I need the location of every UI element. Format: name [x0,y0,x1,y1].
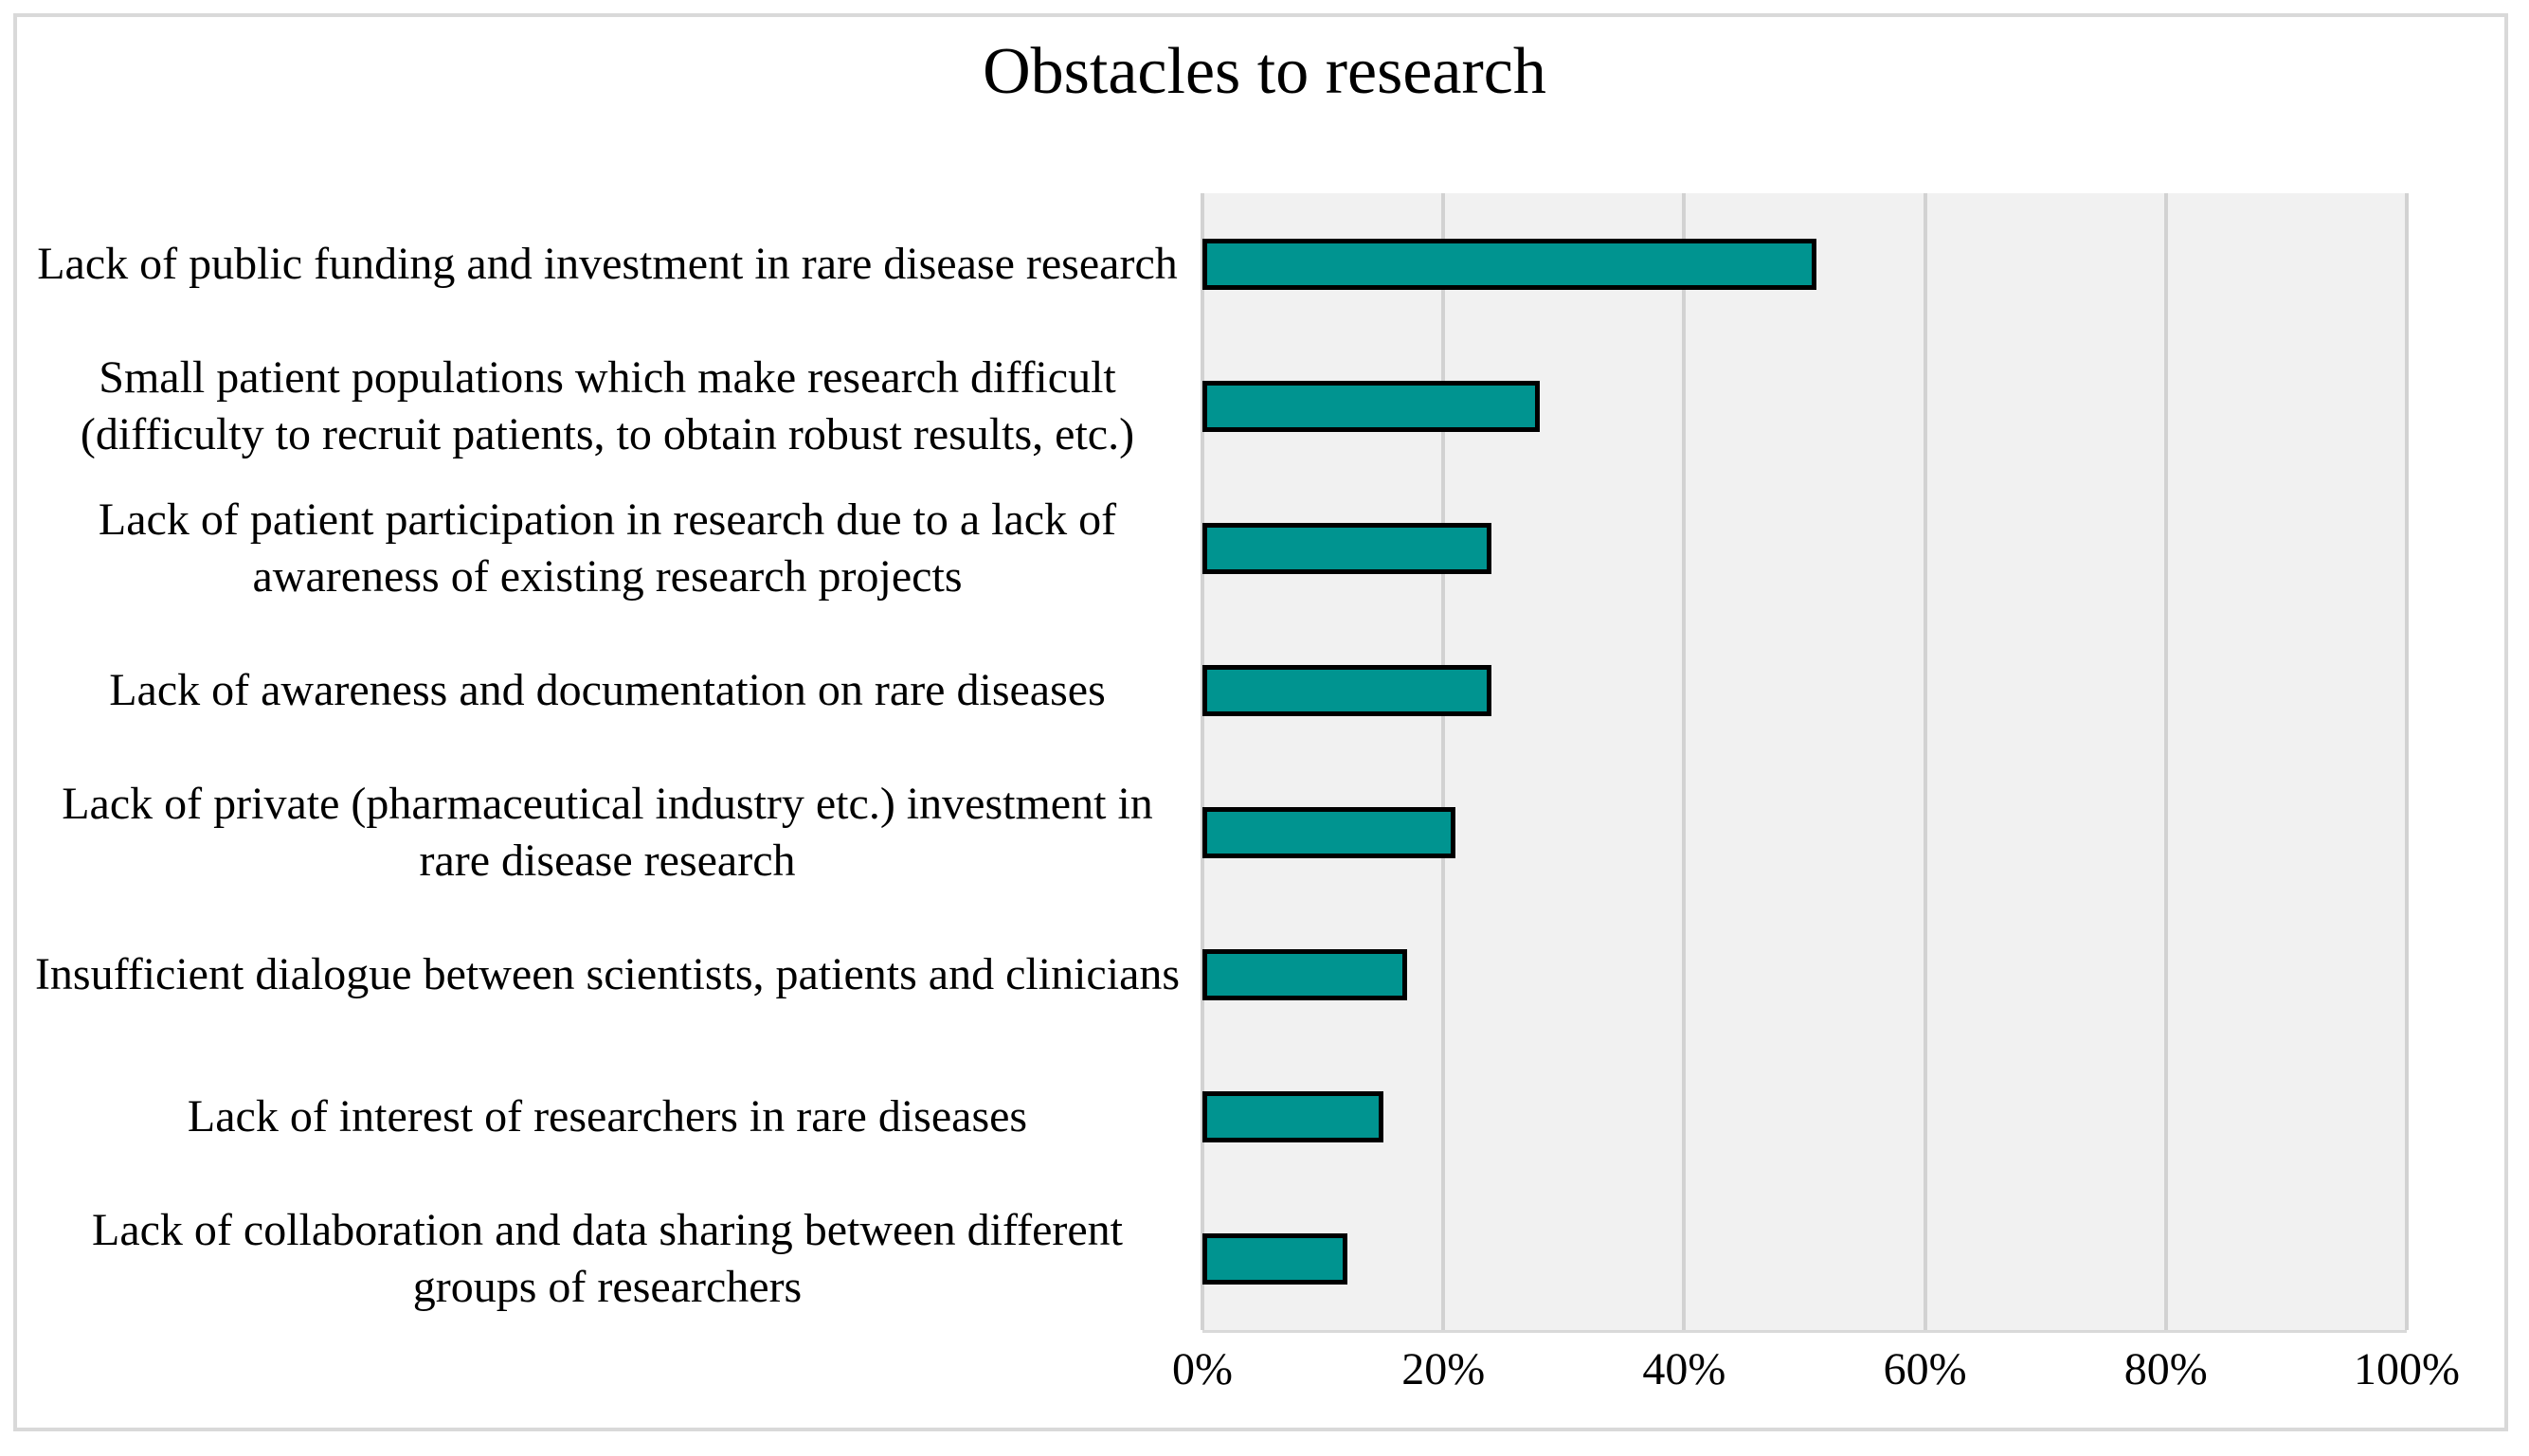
x-tick-label: 100% [2354,1344,2460,1394]
bar [1202,239,1817,290]
category-label: Small patient populations which make res… [80,352,1135,459]
category-label: Lack of interest of researchers in rare … [187,1091,1028,1141]
category-label: Lack of public funding and investment in… [37,239,1178,289]
chart-outer-border [13,13,2508,1431]
gridline-80% [2163,193,2168,1330]
gridline-60% [1923,193,1927,1330]
category-label: Lack of patient participation in researc… [98,494,1117,602]
x-tick-label: 80% [2123,1344,2208,1394]
bar [1202,949,1408,1000]
gridline-100% [2405,193,2409,1330]
category-axis-labels: Lack of public funding and investment in… [27,193,1188,1330]
bar [1202,665,1492,716]
category-label: Lack of private (pharmaceutical industry… [62,779,1153,886]
bar [1202,523,1492,574]
bar [1202,381,1540,432]
plot-area [1201,193,2409,1333]
x-axis: 0% 20% 40% 60% 80% 100% [1172,1343,2460,1410]
category-label: Lack of awareness and documentation on r… [109,665,1106,715]
bar [1202,1091,1383,1142]
gridline-40% [1682,193,1687,1330]
bar [1202,1233,1347,1285]
category-label: Lack of collaboration and data sharing b… [92,1205,1123,1312]
x-tick-label: 60% [1883,1344,1967,1394]
x-tick-label: 0% [1172,1344,1233,1394]
gridline-0% [1201,193,1204,1330]
bar [1202,807,1455,858]
category-label: Insufficient dialogue between scientists… [34,949,1181,999]
x-tick-label: 20% [1401,1344,1486,1394]
chart-title: Obstacles to research [983,35,1546,108]
gridline-20% [1441,193,1446,1330]
x-tick-label: 40% [1642,1344,1726,1394]
